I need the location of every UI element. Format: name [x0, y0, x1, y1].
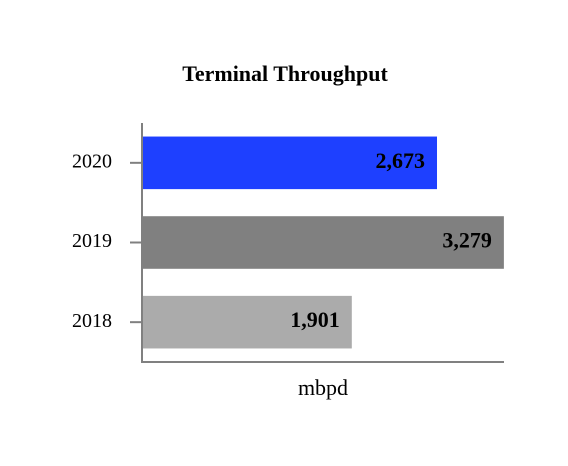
bar	[142, 216, 504, 269]
chart-title: Terminal Throughput	[182, 61, 388, 86]
y-tick-label: 2018	[72, 310, 112, 332]
value-label: 3,279	[442, 228, 492, 253]
value-label: 1,901	[290, 307, 340, 332]
bar	[142, 136, 438, 190]
y-tick-label: 2019	[72, 230, 112, 252]
x-axis-label: mbpd	[298, 375, 348, 400]
y-tick-label: 2020	[72, 150, 112, 172]
bar	[142, 295, 352, 349]
value-label: 2,673	[376, 148, 426, 173]
